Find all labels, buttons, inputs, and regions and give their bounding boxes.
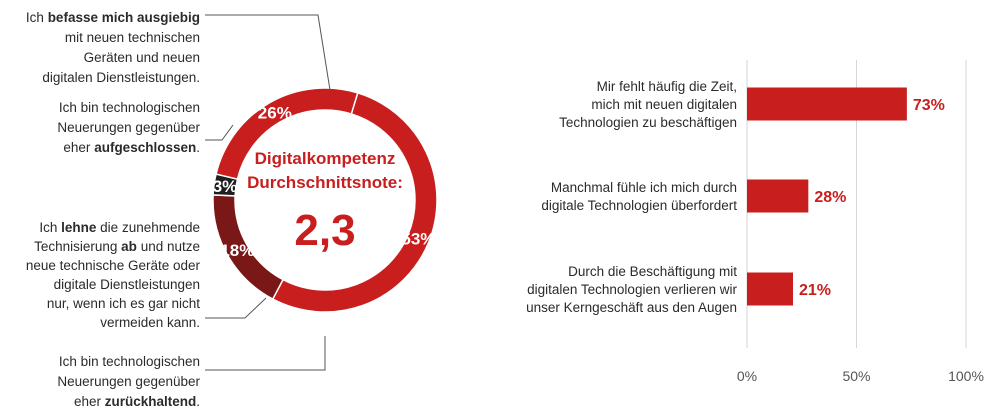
leader-reject: [205, 297, 267, 319]
bar-1: [747, 87, 907, 121]
donut-slice-label-18: 18%: [220, 241, 254, 260]
donut-annotations: Ich befasse mich ausgiebig mit neuen tech…: [26, 10, 201, 409]
leader-reserved: [205, 336, 326, 371]
donut-slice-label-53: 53%: [401, 229, 435, 248]
center-title-line-1: Digitalkompetenz: [255, 149, 396, 168]
donut-slice-label-3: 3%: [213, 177, 238, 196]
x-tick-label-0: 0%: [737, 368, 757, 384]
x-tick-label-50: 50%: [842, 368, 870, 384]
bar-chart-x-axis: 0% 50% 100%: [737, 368, 984, 384]
center-average-grade: 2,3: [294, 206, 355, 255]
annotation-engaged-ausgiebig: Ich befasse mich ausgiebig mit neuen tech…: [26, 10, 200, 85]
center-title-line-2: Durchschnittsnote:: [247, 173, 403, 192]
bar-chart: 73% Mir fehlt häufig die Zeit, mich mit ne…: [526, 79, 945, 315]
annotation-open-aufgeschlossen: Ich bin technologischen Neuerungen gegenü…: [57, 100, 200, 155]
donut-slice-26: [215, 87, 359, 181]
leader-open: [205, 124, 234, 141]
bar-value-label-2: 28%: [814, 189, 846, 206]
annotation-reject-ablehnen: Ich lehne die zunehmende Technisierung ab…: [26, 220, 201, 330]
bar-category-label-1: Mir fehlt häufig die Zeit, mich mit neuen…: [559, 79, 737, 130]
bar-value-label-1: 73%: [913, 97, 945, 114]
leader-engaged: [205, 14, 331, 91]
annotation-reserved-zurueckhaltend: Ich bin technologischen Neuerungen gegenü…: [57, 354, 200, 409]
donut-chart: [212, 87, 438, 313]
donut-center-text: Digitalkompetenz Durchschnittsnote: 2,3: [247, 149, 403, 255]
donut-slice-label-26: 26%: [258, 103, 292, 122]
bar-category-label-3: Durch die Beschäftigung mit digitalen Tec…: [526, 264, 737, 315]
bar-category-label-2: Manchmal fühle ich mich durch digitale Te…: [541, 180, 737, 213]
donut-slice-53: [271, 91, 438, 313]
annotation-leader-lines: [205, 14, 331, 371]
donut-slice-labels: 53% 18% 3% 26%: [213, 103, 436, 260]
bar-3: [747, 272, 793, 306]
bar-value-label-3: 21%: [799, 282, 831, 299]
bar-2: [747, 179, 809, 213]
x-tick-label-100: 100%: [948, 368, 984, 384]
